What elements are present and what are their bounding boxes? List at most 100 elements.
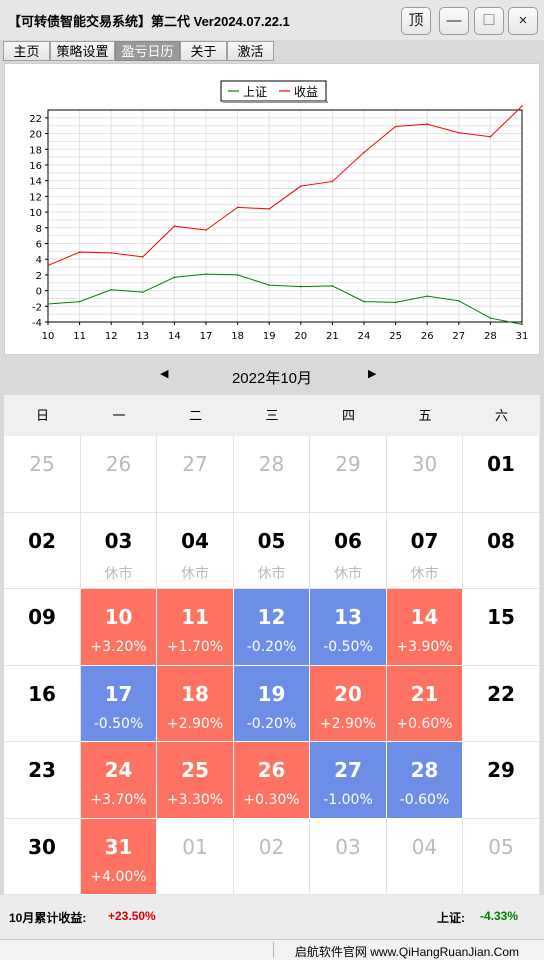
calendar-day-cell[interactable]: 03 休市 (81, 513, 157, 589)
daily-return: -0.50% (323, 639, 373, 655)
tab-pnl-calendar[interactable]: 盈亏日历 (115, 41, 180, 61)
calendar-day-cell[interactable]: 26 +0.30% (234, 742, 310, 819)
maximize-icon: ☐ (482, 12, 496, 29)
calendar-day-cell[interactable]: 04 休市 (157, 513, 234, 589)
calendar-day-cell[interactable]: 18 +2.90% (157, 666, 234, 742)
calendar-day-cell[interactable]: 30 (4, 819, 81, 895)
plot-border (47, 109, 523, 323)
calendar-day-cell[interactable]: 29 (463, 742, 540, 819)
daily-return: +3.90% (396, 639, 453, 655)
day-number: 18 (181, 682, 209, 706)
daily-return: +2.90% (319, 716, 377, 732)
day-number: 26 (105, 452, 132, 476)
x-tick-label: 21 (326, 331, 339, 342)
tab-about[interactable]: 关于 (180, 41, 227, 61)
calendar-day-cell[interactable]: 19 -0.20% (234, 666, 310, 742)
calendar-day-cell[interactable]: 28 -0.60% (387, 742, 463, 819)
y-tick-label: 14 (29, 177, 42, 188)
calendar-day-cell[interactable]: 16 (4, 666, 81, 742)
calendar-day-cell[interactable]: 08 (463, 513, 540, 589)
daily-return: -0.60% (399, 792, 450, 808)
calendar-day-cell[interactable]: 13 -0.50% (310, 589, 387, 666)
y-tick-label: 22 (29, 114, 42, 125)
calendar-day-cell[interactable]: 31 +4.00% (81, 819, 157, 895)
daily-return: +0.60% (396, 716, 453, 732)
calendar-day-cell[interactable]: 05 休市 (234, 513, 310, 589)
calendar-day-cell[interactable]: 12 -0.20% (234, 589, 310, 666)
daily-return: +3.20% (90, 639, 147, 655)
day-number: 15 (487, 605, 515, 629)
calendar-day-cell[interactable]: 25 +3.30% (157, 742, 234, 819)
calendar-day-cell[interactable]: 05 (463, 819, 540, 895)
data-point (489, 135, 492, 138)
calendar-day-cell[interactable]: 30 (387, 436, 463, 513)
data-point (300, 185, 302, 187)
calendar-day-cell[interactable]: 01 (463, 436, 540, 513)
data-point (331, 180, 334, 183)
data-point (78, 300, 81, 303)
x-tick-label: 28 (484, 331, 497, 342)
weekday-6: 六 (494, 408, 508, 423)
calendar-day-cell[interactable]: 02 (4, 513, 81, 589)
x-tick-label: 27 (452, 331, 465, 342)
calendar-day-cell[interactable]: 10 +3.20% (81, 589, 157, 666)
y-tick-label: 12 (29, 192, 42, 203)
index-return-value: -4.33% (480, 909, 519, 923)
calendar-day-cell[interactable]: 15 (463, 589, 540, 666)
calendar-day-cell[interactable]: 09 (4, 589, 81, 666)
data-point (47, 264, 49, 267)
tab-home[interactable]: 主页 (3, 41, 50, 61)
day-number: 06 (334, 529, 362, 553)
data-point (110, 289, 112, 291)
x-tick-label: 17 (200, 331, 213, 342)
weekday-2: 二 (188, 408, 202, 423)
weekday-3: 三 (265, 408, 279, 423)
calendar-day-cell[interactable]: 04 (387, 819, 463, 895)
calendar-day-cell[interactable]: 02 (234, 819, 310, 895)
calendar-day-cell[interactable]: 27 -1.00% (310, 742, 387, 819)
x-tick-label: 12 (105, 331, 118, 342)
month-navigator: ◀ 2022年10月 ▶ (0, 362, 544, 390)
calendar-day-cell[interactable]: 14 +3.90% (387, 589, 463, 666)
website-link[interactable]: 启航软件官网 www.QiHangRuanJian.Com (294, 945, 519, 959)
calendar-day-cell[interactable]: 23 (4, 742, 81, 819)
y-tick-label: 0 (36, 287, 42, 298)
calendar-day-cell[interactable]: 26 (81, 436, 157, 513)
day-number: 05 (257, 529, 286, 553)
daily-return: -1.00% (323, 792, 373, 808)
data-point (47, 303, 49, 305)
calendar-day-cell[interactable]: 24 +3.70% (81, 742, 157, 819)
calendar-day-cell[interactable]: 29 (310, 436, 387, 513)
calendar-day-cell[interactable]: 25 (4, 436, 81, 513)
calendar-day-cell[interactable]: 20 +2.90% (310, 666, 387, 742)
data-point (268, 208, 271, 210)
calendar-day-cell[interactable]: 27 (157, 436, 234, 513)
day-number: 25 (29, 452, 55, 476)
day-number: 01 (182, 835, 208, 859)
calendar-day-cell[interactable]: 11 +1.70% (157, 589, 234, 666)
pin-top-button[interactable]: 顶 (401, 7, 431, 35)
minimize-icon: — (446, 12, 462, 29)
calendar-day-cell[interactable]: 06 休市 (310, 513, 387, 589)
calendar-day-cell[interactable]: 21 +0.60% (387, 666, 463, 742)
maximize-button[interactable]: ☐ (474, 7, 504, 35)
close-button[interactable]: × (508, 7, 538, 35)
next-month-icon[interactable]: ▶ (368, 368, 377, 380)
tab-activate[interactable]: 激活 (227, 41, 274, 61)
minimize-button[interactable]: — (439, 7, 469, 35)
calendar-day-cell[interactable]: 22 (463, 666, 540, 742)
status-separator (273, 942, 274, 958)
calendar-day-cell[interactable]: 03 (310, 819, 387, 895)
calendar-day-cell[interactable]: 07 休市 (387, 513, 463, 589)
day-number: 27 (182, 452, 208, 476)
prev-month-icon[interactable]: ◀ (160, 368, 169, 380)
day-number: 25 (181, 758, 209, 782)
tab-strategy-settings[interactable]: 策略设置 (50, 41, 115, 61)
calendar-day-cell[interactable]: 01 (157, 819, 234, 895)
day-number: 02 (28, 529, 56, 553)
day-number: 16 (28, 682, 56, 706)
daily-return: -0.20% (246, 716, 297, 732)
calendar-day-cell[interactable]: 17 -0.50% (81, 666, 157, 742)
calendar-day-cell[interactable]: 28 (234, 436, 310, 513)
data-point (142, 291, 144, 293)
